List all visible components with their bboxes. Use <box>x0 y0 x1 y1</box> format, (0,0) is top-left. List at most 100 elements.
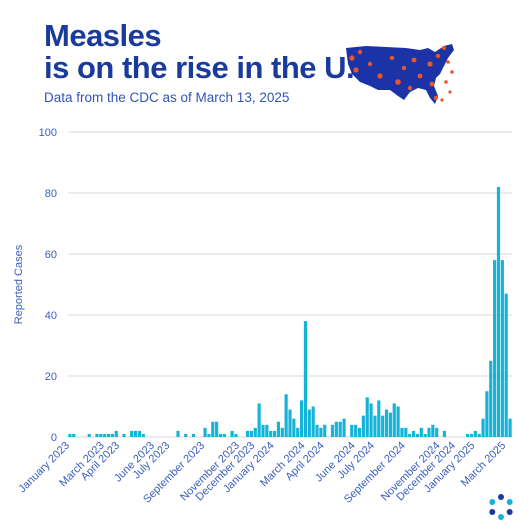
virus-marker <box>427 61 433 67</box>
bar <box>211 421 215 437</box>
bar <box>373 415 377 437</box>
bar <box>442 430 447 437</box>
bar <box>342 418 346 437</box>
bar <box>489 360 493 437</box>
bar <box>133 430 138 437</box>
bar <box>269 430 273 437</box>
bar <box>361 415 365 437</box>
bar <box>207 433 211 437</box>
virus-marker <box>448 90 452 94</box>
bar <box>508 418 512 437</box>
bar <box>435 427 439 437</box>
logo-dot <box>498 514 504 520</box>
virus-marker <box>401 65 407 71</box>
bar <box>265 424 269 437</box>
virus-marker <box>357 49 363 55</box>
bar <box>323 424 327 437</box>
bar <box>280 427 284 437</box>
virus-marker <box>444 80 448 84</box>
bar <box>411 430 416 437</box>
bar <box>408 433 412 437</box>
virus-marker <box>433 95 439 101</box>
bar <box>141 433 145 437</box>
chart-title: Measles is on the rise in the U.S. <box>44 18 383 84</box>
bar <box>253 427 257 437</box>
bar <box>222 433 226 437</box>
virus-marker <box>435 53 441 59</box>
bar <box>68 433 72 437</box>
bar <box>496 186 501 437</box>
bar <box>319 427 323 437</box>
logo-dot <box>498 494 504 500</box>
bar <box>276 421 281 437</box>
bar <box>330 424 335 437</box>
virus-marker <box>407 85 413 91</box>
virus-marker <box>442 46 446 50</box>
bar <box>130 430 134 437</box>
bar <box>230 430 234 437</box>
logo-dot <box>489 509 496 515</box>
bar <box>315 424 319 437</box>
bar <box>469 433 474 437</box>
bar <box>110 433 114 437</box>
bar <box>427 427 431 437</box>
bar <box>396 406 400 437</box>
virus-marker <box>367 61 373 67</box>
bar <box>431 424 435 437</box>
y-tick-label: 80 <box>45 188 57 200</box>
logo-dots <box>489 494 513 520</box>
bar <box>477 433 481 437</box>
chart-subtitle: Data from the CDC as of March 13, 2025 <box>44 90 290 105</box>
bar <box>419 427 423 437</box>
virus-marker <box>450 70 454 74</box>
bar <box>303 321 308 437</box>
bar <box>392 403 396 437</box>
bar <box>72 433 76 437</box>
bar <box>234 433 238 437</box>
bar <box>99 433 103 437</box>
bar <box>338 421 342 437</box>
y-tick-label: 0 <box>51 432 57 444</box>
bar <box>299 400 304 437</box>
dotted-ring-logo-icon <box>489 494 513 520</box>
virus-marker <box>429 81 435 87</box>
virus-marker <box>411 57 417 63</box>
bar <box>381 415 385 437</box>
logo-dot <box>506 499 513 505</box>
bar <box>218 433 223 437</box>
y-tick-label: 60 <box>45 249 57 261</box>
logo-dot <box>506 509 513 515</box>
virus-marker <box>349 55 355 61</box>
bar <box>500 260 504 437</box>
bar <box>481 418 485 437</box>
bar <box>365 397 369 437</box>
bar <box>292 418 296 437</box>
bar <box>261 424 265 437</box>
bar <box>296 427 300 437</box>
bar <box>400 427 404 437</box>
bar <box>334 421 338 437</box>
bar <box>95 433 99 437</box>
virus-marker <box>440 98 444 102</box>
bar <box>350 424 354 437</box>
virus-marker <box>417 73 423 79</box>
bar <box>272 430 277 437</box>
bar <box>114 430 118 437</box>
y-tick-label: 40 <box>45 310 57 322</box>
virus-marker <box>446 60 450 64</box>
bar <box>122 433 126 437</box>
bar <box>203 427 207 437</box>
bar <box>184 433 188 437</box>
bar <box>354 424 358 437</box>
y-tick-label: 20 <box>45 371 57 383</box>
bar <box>423 433 427 437</box>
bar <box>215 421 219 437</box>
bar <box>404 427 408 437</box>
chart-title-line-1: Measles <box>44 18 162 53</box>
virus-marker <box>377 73 383 79</box>
us-map-shape <box>346 44 454 104</box>
bar <box>176 430 180 437</box>
bar <box>493 260 497 437</box>
y-tick-label: 100 <box>39 127 57 139</box>
bar <box>288 409 292 437</box>
